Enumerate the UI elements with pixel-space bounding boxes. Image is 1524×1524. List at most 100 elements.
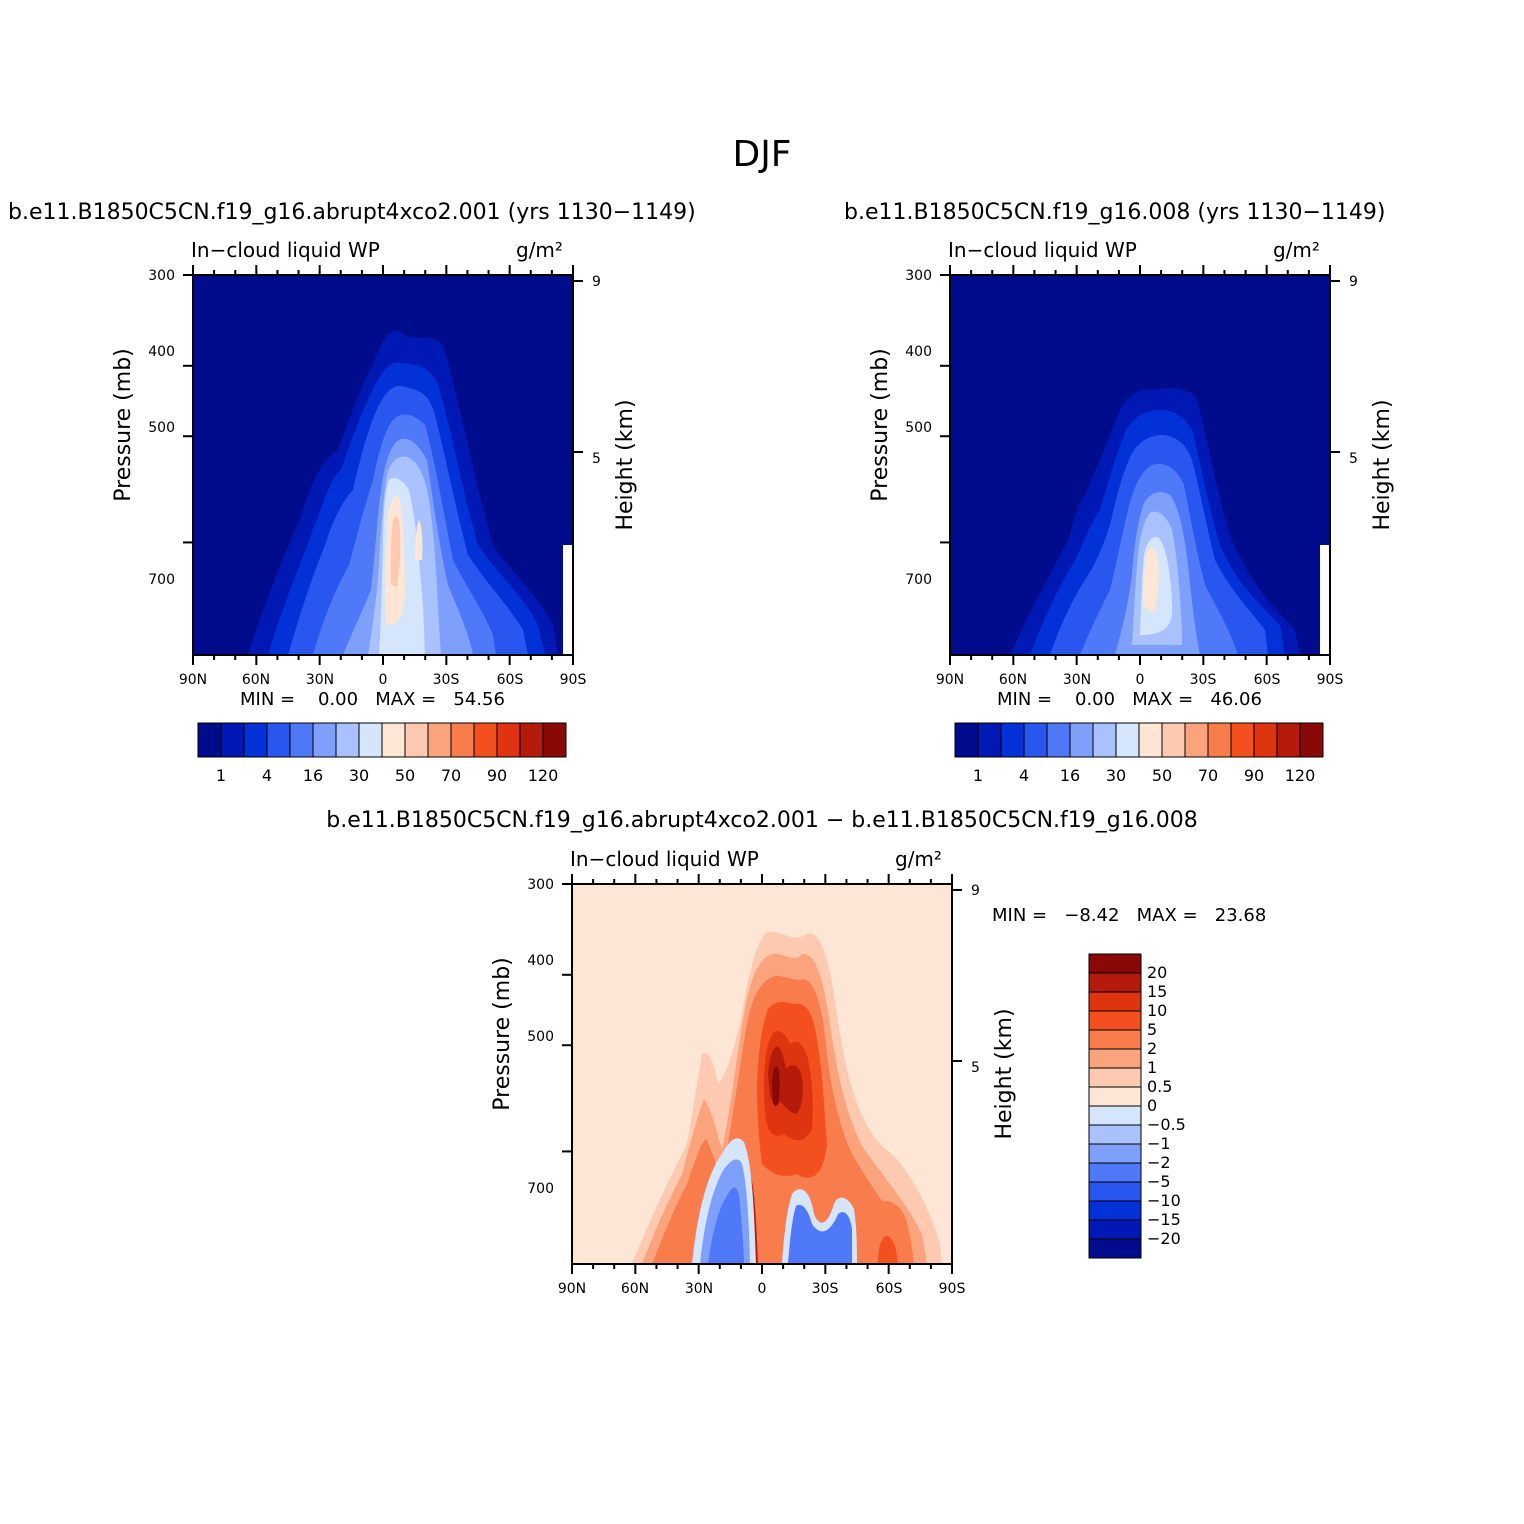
colorbar-label: 4 <box>1019 766 1029 785</box>
x-tick-label: 90N <box>179 672 207 688</box>
colorbar-label: 50 <box>395 766 415 785</box>
panel2-variable: In−cloud liquid WP <box>948 238 1137 262</box>
colorbar-box <box>1161 722 1186 758</box>
y2-tick-label: 9 <box>971 883 980 899</box>
x-tick-label: 60S <box>1254 672 1281 688</box>
colorbar-box <box>1276 722 1301 758</box>
colorbar-box <box>1088 953 1142 974</box>
colorbar-box <box>519 722 544 758</box>
y-tick-label: 300 <box>148 268 175 284</box>
x-tick-label: 30S <box>433 672 460 688</box>
colorbar-box <box>1088 991 1142 1012</box>
min-value: 0.00 <box>1075 689 1116 710</box>
x-tick-label: 90N <box>936 672 964 688</box>
x-ticks <box>949 265 1331 665</box>
colorbar-box <box>1253 722 1278 758</box>
colorbar-box <box>977 722 1002 758</box>
colorbar-label: 10 <box>1147 1001 1167 1020</box>
colorbar-boxes <box>1088 953 1142 1259</box>
min-value: −8.42 <box>1064 905 1120 926</box>
y2-tick-label: 9 <box>1349 274 1358 290</box>
min-label: MIN = <box>997 689 1053 710</box>
x-ticks <box>192 265 574 665</box>
colorbar-labels: 1 4 16 30 50 70 90 120 <box>973 766 1315 785</box>
colorbar-label: 120 <box>528 766 559 785</box>
contour-level <box>1143 547 1159 612</box>
colorbar-box <box>1088 1048 1142 1069</box>
colorbar-label: 1 <box>1147 1058 1157 1077</box>
colorbar-label: 20 <box>1147 963 1167 982</box>
contour-level <box>390 516 401 587</box>
colorbar-box <box>1092 722 1117 758</box>
max-label: MAX = <box>1132 689 1194 710</box>
y-tick-label: 500 <box>527 1029 554 1045</box>
y2-tick-label: 5 <box>592 451 601 467</box>
x-tick-label: 90S <box>939 1281 966 1297</box>
colorbar-box <box>1230 722 1255 758</box>
colorbar-label: 16 <box>1060 766 1080 785</box>
panel3-plot: 90N 60N 30N 0 30S 60S 90S 300 400 500 70… <box>490 874 1017 1297</box>
y2-axis-label: Height (km) <box>992 1008 1017 1139</box>
panel1-units: g/m² <box>516 238 563 262</box>
y2-tick-label: 5 <box>971 1060 980 1076</box>
colorbar-box <box>312 722 337 758</box>
y-tick-label: 500 <box>148 420 175 436</box>
colorbar-box <box>954 722 979 758</box>
colorbar-panel2: 1 4 16 30 50 70 90 120 <box>954 722 1324 785</box>
x-tick-label: 30N <box>685 1281 713 1297</box>
panel1-plot: 90N 60N 30N 0 30S 60S 90S 300 400 500 70… <box>111 265 638 688</box>
colorbar-box <box>1138 722 1163 758</box>
contour-level <box>772 1066 780 1106</box>
colorbar-box <box>496 722 521 758</box>
colorbar-box <box>1207 722 1232 758</box>
missing-data <box>563 545 573 655</box>
colorbar-label: 1 <box>973 766 983 785</box>
colorbar-label: 30 <box>349 766 369 785</box>
colorbar-label: −1 <box>1147 1134 1171 1153</box>
max-label: MAX = <box>375 689 437 710</box>
max-value: 46.06 <box>1210 689 1262 710</box>
y-axis-label: Pressure (mb) <box>490 957 515 1111</box>
colorbar-label: 90 <box>1244 766 1264 785</box>
y-ticks <box>183 274 583 544</box>
colorbar-label: 15 <box>1147 982 1167 1001</box>
panel3-title: b.e11.B1850C5CN.f19_g16.abrupt4xco2.001 … <box>326 808 1198 833</box>
colorbar-box <box>335 722 360 758</box>
y-axis-label: Pressure (mb) <box>868 348 893 502</box>
colorbar-label: 4 <box>262 766 272 785</box>
max-label: MAX = <box>1136 905 1198 926</box>
y-tick-label: 300 <box>527 877 554 893</box>
colorbar-box <box>1000 722 1025 758</box>
x-tick-label: 0 <box>1136 672 1145 688</box>
colorbar-panel1: 1 4 16 30 50 70 90 120 <box>197 722 567 785</box>
colorbar-label: 1 <box>216 766 226 785</box>
colorbar-box <box>1088 1029 1142 1050</box>
y-ticks <box>562 883 962 1153</box>
colorbar-box <box>266 722 291 758</box>
panel2-units: g/m² <box>1273 238 1320 262</box>
colorbar-label: 50 <box>1152 766 1172 785</box>
y-tick-label: 700 <box>148 572 175 588</box>
colorbar-label: −0.5 <box>1147 1115 1186 1134</box>
y2-axis-label: Height (km) <box>613 399 638 530</box>
colorbar-box <box>1088 1162 1142 1183</box>
colorbar-label: 120 <box>1285 766 1316 785</box>
x-tick-label: 30S <box>812 1281 839 1297</box>
colorbar-labels: 1 4 16 30 50 70 90 120 <box>216 766 558 785</box>
colorbar-label: −10 <box>1147 1191 1181 1210</box>
x-tick-label: 60N <box>242 672 270 688</box>
x-tick-label: 90S <box>1317 672 1344 688</box>
panel3-variable: In−cloud liquid WP <box>570 847 759 871</box>
x-tick-label: 30S <box>1190 672 1217 688</box>
x-tick-label: 90N <box>558 1281 586 1297</box>
colorbar-label: −2 <box>1147 1153 1171 1172</box>
contour-level <box>415 520 423 560</box>
colorbar-label: 2 <box>1147 1039 1157 1058</box>
colorbar-label: 16 <box>303 766 323 785</box>
colorbar-box <box>1088 1105 1142 1126</box>
y-tick-label: 700 <box>527 1181 554 1197</box>
colorbar-box <box>1115 722 1140 758</box>
colorbar-box <box>1069 722 1094 758</box>
colorbar-box <box>1046 722 1071 758</box>
